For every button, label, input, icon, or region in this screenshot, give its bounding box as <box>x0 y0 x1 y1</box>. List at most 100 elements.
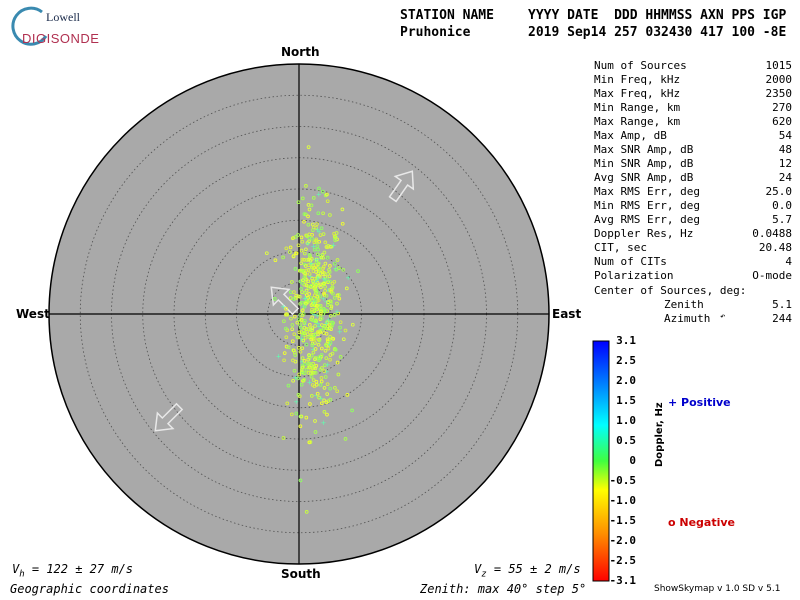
source-point <box>341 267 346 272</box>
source-point <box>324 331 329 336</box>
source-point <box>304 293 309 297</box>
colorbar-tick: 1.0 <box>616 414 636 427</box>
direction-north: North <box>281 45 320 59</box>
source-point <box>314 304 319 308</box>
source-point <box>322 386 327 390</box>
source-point <box>335 258 340 262</box>
stat-value: 270 <box>772 101 792 114</box>
source-point <box>304 301 308 306</box>
source-point <box>310 383 315 387</box>
source-point <box>330 285 335 290</box>
direction-east: East <box>552 307 582 321</box>
source-point <box>304 415 309 420</box>
source-point <box>299 318 304 322</box>
stat-row: Max RMS Err, deg 25.0 <box>594 185 792 199</box>
source-point <box>310 343 315 348</box>
source-point-positive: + <box>316 191 322 199</box>
source-point <box>325 412 329 417</box>
header-label-fields: YYYY DATE DDD HHMMSS AXN PPS IGP <box>528 8 787 23</box>
source-point-positive: + <box>299 335 305 343</box>
source-point-positive: + <box>320 419 326 427</box>
source-point <box>316 330 321 335</box>
source-point <box>345 393 350 397</box>
source-point <box>313 430 318 434</box>
colorbar-tick: -1.0 <box>609 494 637 507</box>
source-point <box>314 276 319 281</box>
source-point <box>340 207 345 212</box>
source-point <box>335 293 340 298</box>
source-point <box>313 357 317 362</box>
source-point <box>307 330 312 335</box>
source-point <box>335 301 339 306</box>
source-point <box>303 271 308 276</box>
footer-zenith: Zenith: max 40° step 5° <box>420 582 587 596</box>
source-point <box>307 207 312 212</box>
source-point <box>306 296 310 300</box>
source-point-positive: + <box>345 274 351 282</box>
source-point <box>319 353 324 357</box>
direction-south: South <box>281 567 321 581</box>
stat-row: Max Amp, dB 54 <box>594 129 792 143</box>
source-point <box>328 340 333 345</box>
colorbar-label: Doppler, Hz <box>654 402 665 467</box>
source-point <box>292 297 296 301</box>
source-point-positive: + <box>311 298 317 306</box>
source-point <box>313 366 318 371</box>
stat-label: Min RMS Err, deg <box>594 199 700 212</box>
source-point-positive: + <box>293 398 299 406</box>
stats-panel: Num of Sources 1015 Min Freq, kHz 2000 Max F… <box>594 59 792 283</box>
source-point <box>306 371 311 375</box>
source-point <box>312 240 317 245</box>
source-point-positive: + <box>293 374 299 382</box>
stat-value: 25.0 <box>765 185 793 198</box>
source-point <box>308 361 312 366</box>
source-point <box>273 258 278 263</box>
source-point <box>322 363 327 367</box>
source-point <box>295 320 300 325</box>
source-point <box>291 358 295 363</box>
source-point <box>297 330 302 335</box>
source-point <box>290 339 295 344</box>
source-point <box>325 320 330 325</box>
colorbar-tick: 0 <box>629 454 636 467</box>
stat-row: Min RMS Err, deg 0.0 <box>594 199 792 213</box>
source-point <box>314 291 318 295</box>
source-point <box>307 440 312 445</box>
source-point <box>292 350 297 355</box>
stat-row: Avg RMS Err, deg 5.7 <box>594 213 792 227</box>
source-point <box>308 297 312 302</box>
stat-value: 0.0488 <box>752 227 792 240</box>
source-point <box>314 307 318 311</box>
stat-label: CIT, sec <box>594 241 647 254</box>
source-point <box>322 250 327 255</box>
colorbar-tick: -3.1 <box>609 574 637 587</box>
source-point-positive: + <box>327 341 333 349</box>
source-point <box>315 244 320 249</box>
source-point <box>302 251 307 256</box>
source-point <box>350 408 354 413</box>
source-point <box>299 414 304 419</box>
source-point <box>272 297 277 301</box>
zenith-value: 5.1 <box>772 298 792 311</box>
stat-row: Avg SNR Amp, dB 24 <box>594 171 792 185</box>
source-point <box>311 378 316 382</box>
source-point <box>329 306 333 310</box>
source-point <box>320 323 324 327</box>
source-point <box>311 350 316 355</box>
source-point <box>315 222 319 226</box>
source-point <box>292 314 297 319</box>
source-point <box>299 382 304 387</box>
source-point <box>306 203 311 207</box>
stat-label: Avg SNR Amp, dB <box>594 171 694 184</box>
source-point <box>298 302 303 306</box>
source-point <box>325 192 329 197</box>
center-title: Center of Sources, deg: <box>594 284 747 297</box>
source-point <box>332 346 337 351</box>
source-point <box>307 323 312 327</box>
source-point <box>296 200 301 205</box>
source-point <box>335 360 340 365</box>
source-point <box>289 316 293 321</box>
source-point-positive: + <box>313 392 319 400</box>
source-point <box>303 362 307 367</box>
source-point <box>307 272 312 276</box>
